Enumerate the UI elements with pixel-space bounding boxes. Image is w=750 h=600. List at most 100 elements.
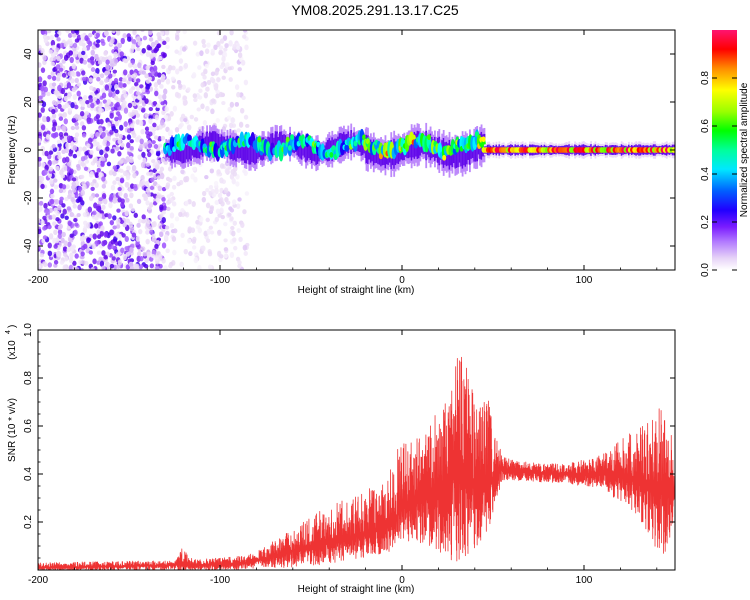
heatmap-cell <box>79 111 85 117</box>
heatmap-cell <box>67 194 72 200</box>
heatmap-cell <box>223 247 229 252</box>
heatmap-cell <box>167 166 173 172</box>
heatmap-cell <box>53 244 58 249</box>
heatmap-cell <box>205 202 211 209</box>
heatmap-cell <box>117 186 122 192</box>
heatmap-cell <box>122 170 128 177</box>
heatmap-cell <box>55 217 60 222</box>
heatmap-cell <box>114 241 119 246</box>
heatmap-cell <box>78 40 83 46</box>
heatmap-cell <box>57 103 62 109</box>
heatmap-cell <box>80 189 85 196</box>
heatmap-cell <box>186 124 192 131</box>
heatmap-cell <box>112 170 117 177</box>
heatmap-cell <box>231 199 237 205</box>
heatmap-cell <box>115 89 120 95</box>
heatmap-cell <box>125 218 131 224</box>
heatmap-cell <box>150 254 156 259</box>
heatmap-cell <box>140 128 145 135</box>
heatmap-cell <box>91 45 97 50</box>
heatmap-cell <box>47 250 53 257</box>
heatmap-cell <box>79 235 85 242</box>
heatmap-cell <box>56 55 61 62</box>
heatmap-cell <box>171 235 177 242</box>
snr-ytick-label: 0.2 <box>23 515 34 529</box>
heatmap-cell <box>82 146 87 152</box>
heatmap-cell <box>88 195 94 202</box>
heatmap-cell <box>216 169 221 175</box>
heatmap-cell <box>193 256 199 264</box>
snr-xlabel: Height of straight line (km) <box>298 584 415 595</box>
heatmap-cell <box>113 95 119 101</box>
heatmap-cell <box>68 152 73 157</box>
heatmap-cell <box>51 100 57 106</box>
heatmap-cell <box>344 144 350 152</box>
heatmap-cell <box>79 121 85 127</box>
heatmap-cell <box>219 136 222 150</box>
heatmap-cell <box>311 141 313 164</box>
colorbar-tick-label: 0.4 <box>700 167 711 181</box>
heatmap-cell <box>38 217 41 224</box>
heatmap-cell <box>457 142 460 168</box>
heatmap-cell <box>131 43 136 50</box>
heatmap-cell <box>252 143 255 163</box>
spectrogram-ytick-label: -40 <box>23 238 34 253</box>
heatmap-cell <box>77 52 83 59</box>
heatmap-cell <box>73 191 79 199</box>
heatmap-cell <box>53 89 58 96</box>
heatmap-cell <box>362 134 367 141</box>
heatmap-cell <box>245 123 250 128</box>
heatmap-cell <box>88 97 93 103</box>
heatmap-cell <box>178 83 183 89</box>
heatmap-cell <box>60 173 65 179</box>
heatmap-cell <box>110 148 115 154</box>
heatmap-cell <box>123 121 128 127</box>
heatmap-cell <box>148 118 153 124</box>
heatmap-cell <box>187 134 192 143</box>
heatmap-cell <box>51 113 57 119</box>
heatmap-cell <box>143 142 148 147</box>
heatmap-cell <box>280 131 283 155</box>
heatmap-cell <box>111 125 116 132</box>
heatmap-cell <box>123 107 129 114</box>
heatmap-cell <box>89 85 94 91</box>
heatmap-cell <box>42 115 47 123</box>
heatmap-cell <box>157 94 163 100</box>
heatmap-cell <box>129 69 134 76</box>
heatmap-cell <box>183 117 188 123</box>
heatmap-cell <box>160 30 165 33</box>
heatmap-cell <box>163 234 169 240</box>
heatmap-cell <box>48 233 54 240</box>
heatmap-cell <box>96 39 101 44</box>
heatmap-cell <box>234 101 240 107</box>
heatmap-cell <box>120 198 125 204</box>
heatmap-cell <box>56 139 62 145</box>
heatmap-cell <box>43 202 48 209</box>
heatmap-cell <box>150 60 155 66</box>
heatmap-cell <box>186 238 192 244</box>
heatmap-cell <box>61 149 66 155</box>
heatmap-cell <box>103 254 108 260</box>
heatmap-cell <box>119 168 124 174</box>
heatmap-cell <box>178 146 181 161</box>
heatmap-cell <box>153 144 159 149</box>
heatmap-cell <box>74 121 79 127</box>
heatmap-cell <box>228 122 234 129</box>
heatmap-cell <box>49 198 55 205</box>
heatmap-cell <box>98 221 103 227</box>
heatmap-cell <box>162 40 167 45</box>
heatmap-cell <box>190 141 192 161</box>
snr-multiplier-close: ) <box>7 325 18 328</box>
heatmap-cell <box>95 32 100 38</box>
heatmap-cell <box>129 192 134 199</box>
heatmap-cell <box>237 263 242 269</box>
heatmap-cell <box>61 72 67 78</box>
heatmap-cell <box>218 91 224 98</box>
heatmap-cell <box>56 151 61 156</box>
heatmap-cell <box>92 233 97 240</box>
heatmap-cell <box>72 153 78 159</box>
heatmap-cell <box>78 146 83 152</box>
heatmap-cell <box>93 72 99 78</box>
heatmap-cell <box>237 52 243 59</box>
heatmap-cell <box>240 59 246 66</box>
